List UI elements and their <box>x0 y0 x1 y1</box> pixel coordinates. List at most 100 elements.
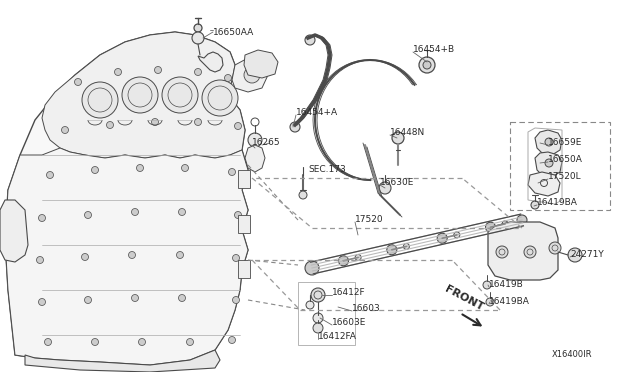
Circle shape <box>162 77 198 113</box>
Polygon shape <box>0 200 28 262</box>
Circle shape <box>379 182 391 194</box>
Circle shape <box>38 298 45 305</box>
Circle shape <box>129 251 136 259</box>
Text: SEC.173: SEC.173 <box>308 165 346 174</box>
Circle shape <box>486 222 495 232</box>
Circle shape <box>234 212 241 218</box>
Text: 16659E: 16659E <box>548 138 582 147</box>
Circle shape <box>545 159 553 167</box>
Text: 16419BA: 16419BA <box>489 297 530 306</box>
Bar <box>238 170 250 188</box>
Circle shape <box>177 251 184 259</box>
Polygon shape <box>25 350 220 372</box>
Polygon shape <box>245 145 265 172</box>
Circle shape <box>179 295 186 301</box>
Polygon shape <box>488 222 558 280</box>
Circle shape <box>313 313 323 323</box>
Circle shape <box>84 296 92 304</box>
Text: 16448N: 16448N <box>390 128 425 137</box>
Circle shape <box>81 253 88 260</box>
Circle shape <box>84 212 92 218</box>
Polygon shape <box>198 52 223 72</box>
Circle shape <box>106 122 113 128</box>
Circle shape <box>225 74 232 81</box>
Circle shape <box>305 35 315 45</box>
Text: 16412F: 16412F <box>332 288 365 297</box>
Circle shape <box>234 122 241 129</box>
Circle shape <box>517 215 527 225</box>
Text: 16630E: 16630E <box>380 178 414 187</box>
Circle shape <box>38 215 45 221</box>
Circle shape <box>136 164 143 171</box>
Circle shape <box>47 171 54 179</box>
Circle shape <box>299 191 307 199</box>
Circle shape <box>232 296 239 304</box>
Polygon shape <box>244 50 278 78</box>
Circle shape <box>228 337 236 343</box>
Polygon shape <box>5 148 248 365</box>
Circle shape <box>419 57 435 73</box>
Circle shape <box>202 80 238 116</box>
Circle shape <box>248 133 262 147</box>
Text: 16603: 16603 <box>352 304 381 313</box>
Circle shape <box>152 119 159 125</box>
Circle shape <box>423 61 431 69</box>
Circle shape <box>131 295 138 301</box>
Circle shape <box>496 246 508 258</box>
Circle shape <box>154 67 161 74</box>
Circle shape <box>244 67 260 83</box>
Circle shape <box>179 208 186 215</box>
Text: 17520L: 17520L <box>548 172 582 181</box>
Polygon shape <box>535 130 562 155</box>
Circle shape <box>549 242 561 254</box>
Circle shape <box>74 78 81 86</box>
Circle shape <box>122 77 158 113</box>
Bar <box>238 215 250 233</box>
Bar <box>238 260 250 278</box>
Polygon shape <box>232 58 268 92</box>
Circle shape <box>531 201 539 209</box>
Text: X16400IR: X16400IR <box>552 350 593 359</box>
Text: 16419BA: 16419BA <box>537 198 578 207</box>
Circle shape <box>502 221 508 227</box>
Polygon shape <box>535 152 562 177</box>
Circle shape <box>92 167 99 173</box>
Text: 16454+A: 16454+A <box>296 108 338 117</box>
Text: 16265: 16265 <box>252 138 280 147</box>
Circle shape <box>232 254 239 262</box>
Text: 16454+B: 16454+B <box>413 45 455 54</box>
Circle shape <box>545 138 553 146</box>
Circle shape <box>92 339 99 346</box>
Circle shape <box>403 243 410 249</box>
Text: 17520: 17520 <box>355 215 383 224</box>
Circle shape <box>454 232 460 238</box>
Circle shape <box>524 246 536 258</box>
Polygon shape <box>528 172 560 196</box>
Text: 16650A: 16650A <box>548 155 583 164</box>
Circle shape <box>290 122 300 132</box>
Circle shape <box>387 245 397 255</box>
Circle shape <box>61 126 68 134</box>
Circle shape <box>568 248 582 262</box>
Circle shape <box>306 301 314 309</box>
Text: FRONT: FRONT <box>443 284 485 313</box>
Polygon shape <box>5 32 248 365</box>
Text: 24271Y: 24271Y <box>570 250 604 259</box>
Circle shape <box>483 281 491 289</box>
Circle shape <box>355 254 361 260</box>
Circle shape <box>486 298 494 306</box>
Circle shape <box>195 68 202 76</box>
Circle shape <box>228 169 236 176</box>
Circle shape <box>437 233 447 243</box>
Circle shape <box>339 256 349 266</box>
Polygon shape <box>42 32 245 158</box>
Circle shape <box>311 288 325 302</box>
Circle shape <box>115 68 122 76</box>
Circle shape <box>195 119 202 125</box>
Text: 16412FA: 16412FA <box>318 332 357 341</box>
Text: 16650AA: 16650AA <box>213 28 254 37</box>
Circle shape <box>194 24 202 32</box>
Circle shape <box>45 339 51 346</box>
Circle shape <box>192 32 204 44</box>
Text: 16603E: 16603E <box>332 318 366 327</box>
